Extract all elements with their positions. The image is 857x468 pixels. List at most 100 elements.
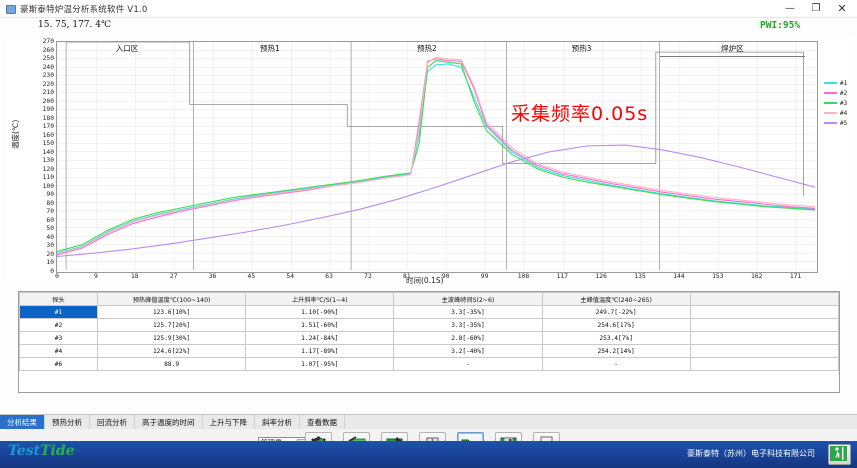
series-line-p2 — [57, 58, 815, 256]
title-bar: 豪斯泰特炉温分析系统软件 V1.0 — ❐ ✕ — [0, 0, 857, 18]
legend-label: #1 — [840, 79, 848, 87]
close-button[interactable]: ✕ — [837, 2, 847, 15]
chart-legend: #1 #2 #3 #4 #5 — [824, 79, 857, 129]
tab-0[interactable]: 分析结果 — [0, 415, 45, 430]
x-tick-label: 126 — [595, 273, 607, 280]
y-tick-label: 120 — [42, 165, 54, 173]
legend-item[interactable]: #4 — [824, 109, 857, 117]
legend-item[interactable]: #2 — [824, 89, 857, 97]
table-cell-value: 1.51[-60%] — [245, 318, 395, 332]
maximize-button[interactable]: ❐ — [811, 3, 821, 14]
table-cell-value: 125.7[20%] — [96, 318, 247, 332]
legend-label: #4 — [840, 109, 848, 117]
y-tick-label: 70 — [46, 208, 54, 216]
legend-label: #5 — [840, 119, 848, 127]
exit-button[interactable] — [828, 444, 851, 465]
x-tick-label: 63 — [325, 273, 333, 280]
table-cell-probe: #1 — [19, 305, 98, 319]
table-header-cell[interactable]: 预热峰值温度℃(100~140) — [96, 292, 247, 306]
table-row[interactable]: #2 125.7[20%] 1.51[-60%] 3.3[-35%] 254.6[17%… — [19, 318, 840, 332]
table-cell-value: 3.2[-40%] — [393, 344, 543, 358]
table-row[interactable]: #1 123.6[10%] 1.10[-90%] 3.3[-35%] 249.7[-22… — [19, 305, 840, 319]
tab-2[interactable]: 回流分析 — [90, 415, 135, 430]
window-title: 豪斯泰特炉温分析系统软件 V1.0 — [20, 4, 148, 15]
minimize-button[interactable]: — — [785, 3, 795, 14]
x-tick-label: 81 — [403, 273, 411, 280]
footer-bar — [0, 441, 857, 468]
table-header-cell[interactable]: 主峰值温度℃(240~265) — [541, 292, 691, 306]
table-cell-empty — [689, 305, 840, 319]
table-header-cell[interactable]: 上升斜率℃/S(1~4) — [245, 292, 395, 306]
table-cell-probe: #2 — [19, 318, 98, 332]
pwi-indicator: PWI:95% — [760, 20, 801, 31]
y-tick-label: 270 — [42, 38, 54, 45]
series-line-p3 — [57, 60, 815, 252]
legend-color-swatch — [824, 112, 837, 114]
tab-6[interactable]: 查看数据 — [300, 415, 345, 430]
table-row[interactable]: #4 124.6[22%] 1.17[-89%] 3.2[-40%] 254.2[14%… — [19, 344, 840, 358]
y-tick-label: 80 — [46, 199, 54, 207]
y-tick-label: 170 — [42, 123, 54, 131]
plot-area[interactable] — [56, 41, 818, 273]
legend-item[interactable]: #1 — [824, 79, 857, 87]
x-tick-label: 9 — [93, 273, 98, 280]
x-tick-label: 171 — [789, 273, 802, 280]
y-tick-label: 240 — [42, 63, 54, 71]
table-cell-probe: #6 — [19, 357, 98, 371]
x-tick-label: 108 — [517, 273, 530, 280]
x-tick-label: 18 — [130, 273, 139, 280]
analysis-results-table: 探头 预热峰值温度℃(100~140) 上升斜率℃/S(1~4) 主波峰峙间S(2~6… — [18, 291, 840, 393]
x-tick-label: 45 — [247, 273, 256, 280]
y-tick-label: 20 — [46, 250, 54, 258]
y-tick-label: 100 — [42, 182, 54, 190]
y-tick-label: 180 — [42, 114, 54, 122]
y-tick-label: 200 — [42, 97, 54, 105]
table-row[interactable]: #3 125.9[30%] 1.24[-84%] 2.8[-60%] 253.4[7%] — [19, 331, 840, 345]
table-cell-value: 2.8[-60%] — [393, 331, 543, 345]
tab-1[interactable]: 预热分析 — [45, 415, 90, 430]
legend-item[interactable]: #3 — [824, 99, 857, 107]
table-cell-empty — [542, 371, 690, 384]
legend-color-swatch — [824, 122, 837, 124]
table-header-cell[interactable]: 探头 — [19, 292, 98, 306]
chart-panel: 温度(℃) 270 260 250 240 230 220 210 200 190 180 170 1… — [6, 37, 851, 285]
table-cell-empty — [689, 344, 840, 358]
y-tick-label: 40 — [46, 233, 54, 241]
x-tick-label: 153 — [712, 273, 724, 280]
table-cell-empty — [690, 371, 838, 384]
y-tick-label: 150 — [42, 140, 54, 148]
y-tick-label: 140 — [42, 148, 54, 156]
legend-color-swatch — [824, 82, 837, 84]
table-header-row: 探头 预热峰值温度℃(100~140) 上升斜率℃/S(1~4) 主波峰峙间S(2~6… — [19, 292, 840, 306]
brand-logo: TestTide — [8, 443, 75, 459]
table-cell-value: 1.24[-84%] — [245, 331, 395, 345]
x-axis-label: 时间(0.1S) — [406, 276, 444, 285]
legend-label: #3 — [840, 99, 848, 107]
window-controls: — ❐ ✕ — [777, 0, 855, 17]
brand-part-2: Tide — [40, 443, 75, 459]
table-cell-empty — [20, 371, 98, 384]
table-cell-empty — [394, 371, 542, 384]
table-header-cell[interactable]: 主波峰峙间S(2~6) — [393, 292, 543, 306]
legend-label: #2 — [840, 89, 848, 97]
legend-item[interactable]: #5 — [824, 119, 857, 127]
table-cell-value: 1.10[-90%] — [245, 305, 395, 319]
table-body: #1 123.6[10%] 1.10[-90%] 3.3[-35%] 249.7[-22… — [19, 305, 840, 396]
table-cell-empty — [98, 371, 246, 384]
tab-3[interactable]: 高于温度的时间 — [135, 415, 203, 430]
table-row-empty — [20, 371, 839, 384]
table-cell-value: 254.6[17%] — [541, 318, 691, 332]
y-axis-label: 温度(℃) — [11, 119, 20, 149]
table-cell-value: - — [541, 357, 691, 371]
y-tick-label: 90 — [46, 191, 54, 199]
table-cell-empty — [689, 318, 840, 332]
series-line-p1 — [57, 63, 815, 254]
table-row[interactable]: #6 88.9 1.07[-95%] - - — [19, 357, 840, 371]
y-tick-label: 30 — [46, 242, 54, 250]
tab-4[interactable]: 上升与下降 — [203, 415, 255, 430]
table-cell-value: 3.3[-35%] — [393, 305, 543, 319]
tab-5[interactable]: 斜率分析 — [255, 415, 300, 430]
x-tick-label: 54 — [286, 273, 295, 280]
table-cell-value: 254.2[14%] — [541, 344, 691, 358]
